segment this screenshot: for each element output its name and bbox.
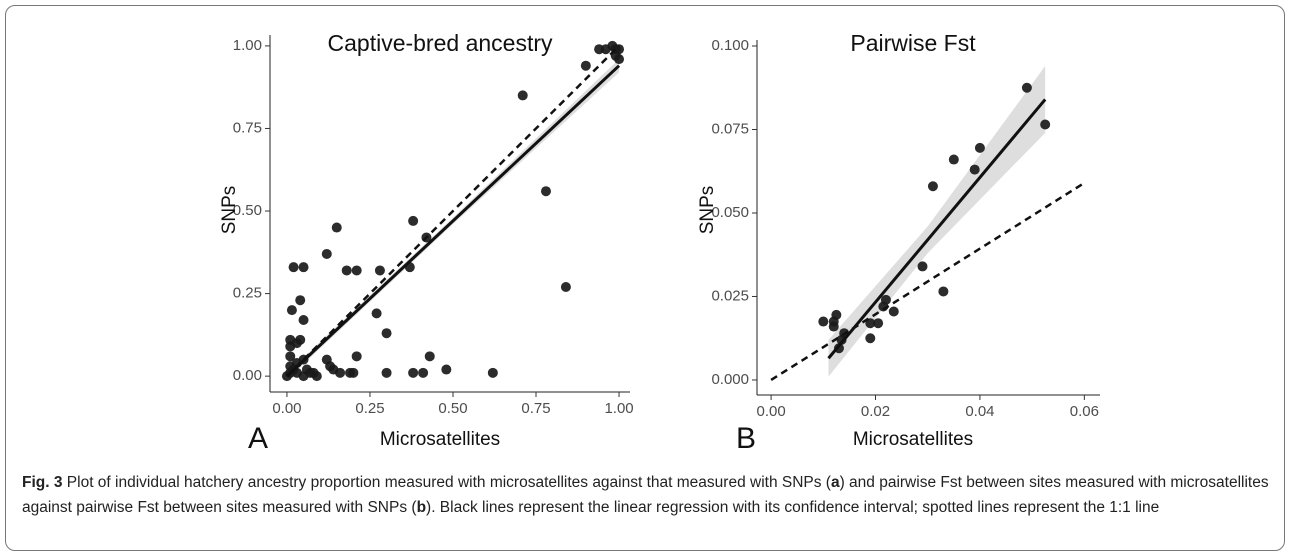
data-point [580,60,591,71]
y-tick-label: 0.00 [233,367,262,384]
caption-text: Plot of individual hatchery ancestry pro… [62,474,831,491]
x-tick-label: 0.06 [1070,403,1099,420]
regression-line [285,64,621,378]
data-point [288,262,299,273]
chart-title: Pairwise Fst [850,30,976,56]
y-axis-label: SNPs [697,186,718,235]
panel-letter: A [248,422,268,455]
y-tick-label: 0.050 [711,204,749,221]
caption-text: a [830,474,840,491]
panel-letter: B [736,422,756,455]
y-tick-label: 0.075 [711,120,749,137]
data-point [560,281,571,292]
data-point [341,265,352,276]
y-axis-label: SNPs [219,186,240,235]
data-point [418,367,429,378]
data-point [828,321,839,332]
data-point [831,309,842,320]
x-tick-label: 0.00 [272,400,301,417]
confidence-band [828,66,1046,377]
data-point [381,328,392,339]
data-point [969,164,980,175]
data-point [381,367,392,378]
data-point [614,54,625,65]
caption-text: ). Black lines represent the linear regr… [426,499,1160,516]
data-point [408,215,419,226]
x-tick-label: 0.04 [965,403,994,420]
data-point [351,265,362,276]
caption: Fig. 3 Plot of individual hatchery ances… [22,470,1272,520]
chart-title: Captive-bred ancestry [328,30,553,56]
y-tick-label: 1.00 [233,37,262,54]
data-point [540,186,551,197]
data-point [517,90,528,101]
x-tick-label: 1.00 [604,400,633,417]
data-point [286,305,297,316]
data-point [351,351,362,362]
data-point [335,367,346,378]
x-tick-label: 0.25 [355,400,384,417]
caption-text: b [416,499,427,516]
data-point [865,318,876,329]
data-point [1040,119,1051,130]
y-tick-label: 0.50 [233,202,262,219]
data-point [974,142,985,153]
data-point [321,248,332,259]
figure-frame [5,5,1285,551]
data-point [865,333,876,344]
data-point [298,262,309,273]
data-point [948,154,959,165]
figure: 0.00 0.25 0.50 0.75 1.00 0.00 0.25 0.50 0.75 1.00… [219,30,1100,455]
data-point [888,306,899,317]
x-axis-label: Microsatellites [380,429,500,450]
y-tick-label: 0.25 [233,285,262,302]
data-point [408,367,419,378]
y-tick-label: 0.000 [711,371,749,388]
data-point [295,295,306,306]
x-axis-label: Microsatellites [853,429,973,450]
data-point [285,351,296,362]
data-point [818,316,829,327]
data-point [441,364,452,375]
x-tick-label: 0.75 [521,400,550,417]
x-tick-label: 0.00 [756,403,785,420]
data-point [348,367,359,378]
x-tick-label: 0.02 [861,403,890,420]
data-point [880,294,891,305]
data-point [325,361,336,372]
y-tick-label: 0.75 [233,119,262,136]
data-point [873,318,884,329]
data-point [917,261,928,272]
data-point [424,351,435,362]
data-point [298,315,309,326]
regression-line [827,98,1047,360]
data-point [374,265,385,276]
caption-text: ) and pairwise Fst between sites measure… [22,474,1269,516]
data-point [487,367,498,378]
x-tick-label: 0.50 [438,400,467,417]
one-to-one-line [770,181,1086,382]
data-point [1021,82,1032,93]
one-to-one-line [286,45,620,378]
data-point [927,181,938,192]
data-point [295,334,306,345]
data-point [331,222,342,233]
data-point [371,308,382,319]
y-tick-label: 0.100 [711,37,749,54]
data-point [311,371,322,382]
y-tick-label: 0.025 [711,287,749,304]
data-point [298,371,309,382]
caption-label: Fig. 3 [22,474,63,491]
data-point [938,286,949,297]
